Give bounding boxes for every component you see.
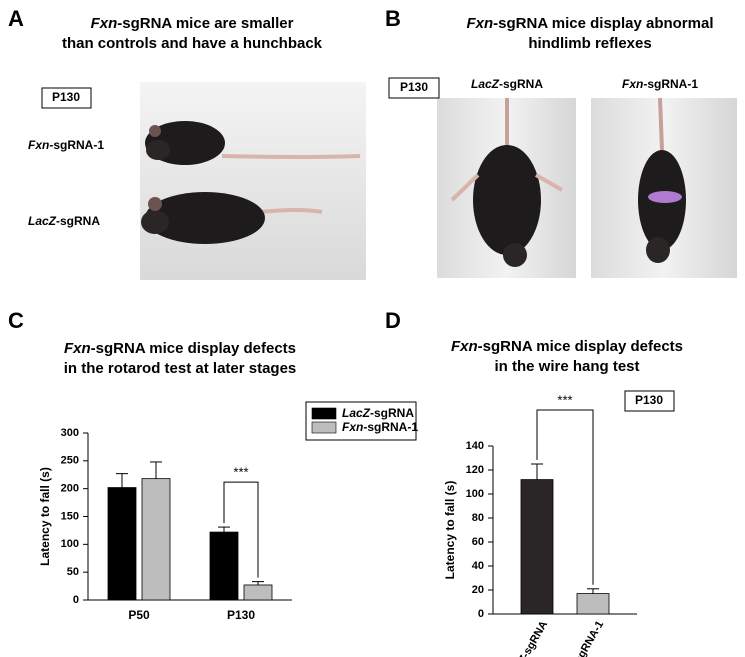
y-tick-label: 100 [61,538,79,550]
legend-label: Fxn-sgRNA-1 [342,420,418,434]
stage-box [624,390,675,412]
photo-label: LacZ-sgRNA [28,214,100,228]
significance-bracket [223,481,259,578]
y-tick-label: 100 [466,488,484,500]
chart-title: in the rotarod test at later stages [64,360,297,377]
panel-title: than controls and have a hunchback [62,35,323,52]
y-tick-label: 200 [61,483,79,495]
bar [141,478,171,601]
y-tick-label: 20 [472,584,484,596]
chart-title: in the wire hang test [494,358,639,375]
photo-label: Fxn-sgRNA-1 [28,138,104,152]
y-tick-label: 120 [466,464,484,476]
y-tick-label: 140 [466,440,484,452]
y-tick-label: 0 [478,608,484,620]
chart-title: Fxn-sgRNA mice display defects [64,340,296,357]
y-tick-label: 250 [61,455,79,467]
bar [209,531,239,601]
x-tick-label: P130 [227,608,255,622]
stage-label: P130 [635,393,663,407]
panel-letter: B [385,6,401,31]
panel-letter: D [385,308,401,333]
y-tick-label: 150 [61,510,79,522]
significance-label: *** [233,465,248,480]
panel-letter: A [8,6,24,31]
x-tick-label: Fxn-sgRNA-1 [561,619,606,657]
bar [576,593,610,615]
bar [243,584,273,601]
photo-b [437,97,737,278]
panel-letter: C [8,308,24,333]
y-tick-label: 300 [61,427,79,439]
y-axis-label: Latency to fall (s) [38,467,52,566]
stage-box [41,87,92,109]
significance-label: *** [557,392,572,407]
stage-label: P130 [400,80,428,94]
y-tick-label: 60 [472,536,484,548]
x-tick-label: LacZ-sgRNA [507,619,550,657]
chart-title: Fxn-sgRNA mice display defects [451,338,683,355]
stage-label: P130 [52,90,80,104]
photo-label: Fxn-sgRNA-1 [622,77,698,91]
y-tick-label: 50 [67,566,79,578]
legend-label: LacZ-sgRNA [342,406,414,420]
panel-title: Fxn-sgRNA mice are smaller [91,15,294,32]
y-tick-label: 80 [472,512,484,524]
x-tick-label: P50 [128,608,150,622]
bar [520,479,554,615]
legend-swatch [311,407,337,420]
y-tick-label: 0 [73,594,79,606]
stage-box [388,77,440,99]
panel-title: Fxn-sgRNA mice display abnormal [466,15,713,32]
significance-bracket [536,409,594,585]
y-tick-label: 40 [472,560,484,572]
panel-title: hindlimb reflexes [528,35,651,52]
photo-a [140,82,366,280]
photo-label: LacZ-sgRNA [471,77,543,91]
y-axis-label: Latency to fall (s) [443,481,457,580]
legend-swatch [311,421,337,434]
bar [107,487,137,601]
